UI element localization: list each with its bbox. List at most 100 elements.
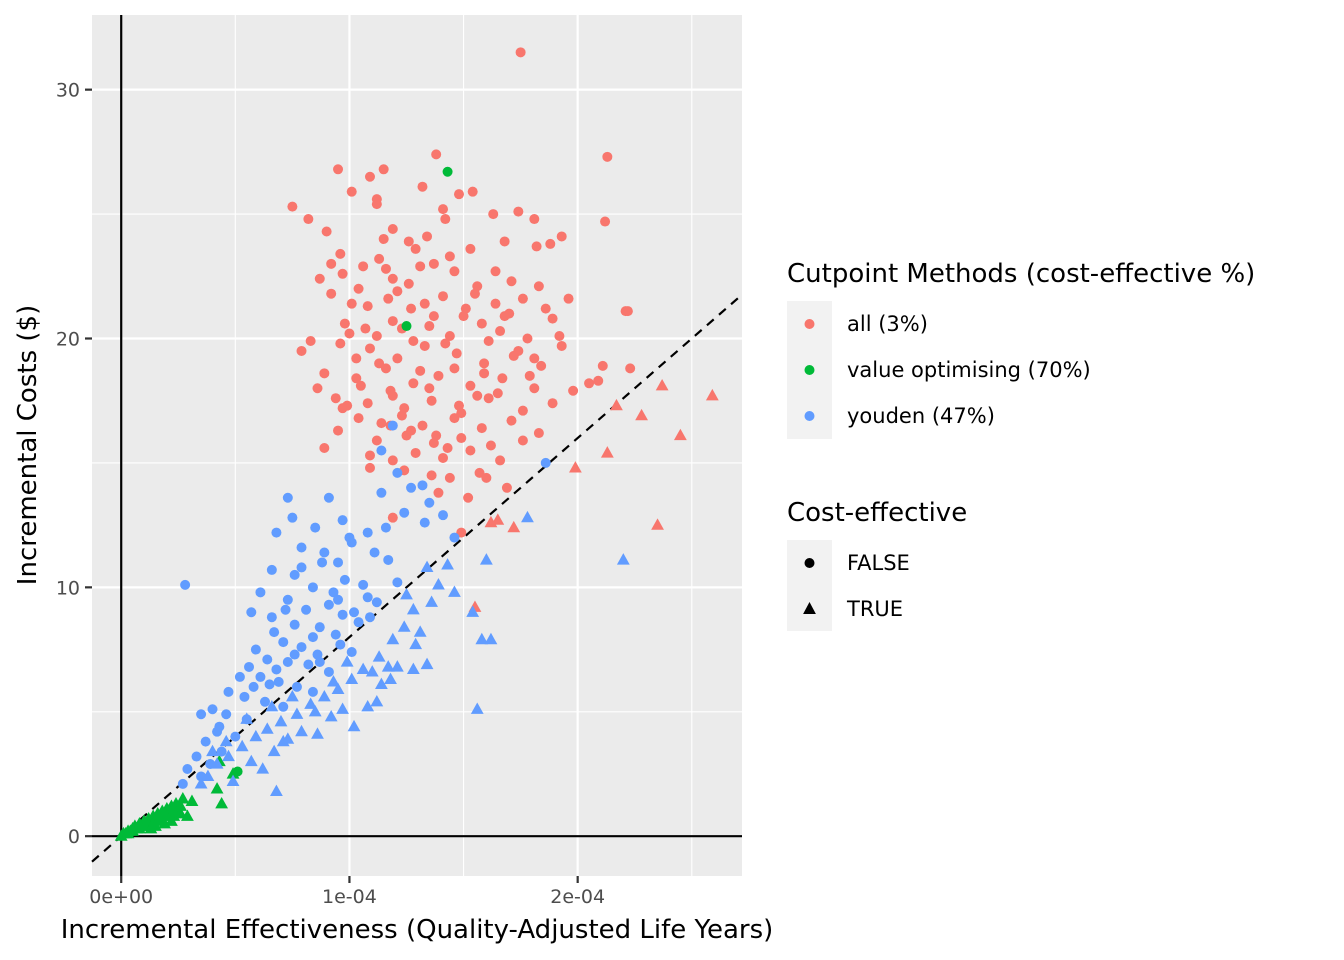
point-youden-circle bbox=[282, 656, 293, 667]
point-value_optimising-triangle bbox=[210, 782, 224, 794]
data-points bbox=[114, 47, 719, 841]
point-all-circle bbox=[335, 248, 346, 259]
point-all-circle bbox=[351, 353, 362, 364]
point-youden-triangle bbox=[448, 585, 461, 597]
legend-key-true-triangle bbox=[803, 602, 816, 614]
zero-lines bbox=[92, 15, 742, 876]
point-youden-circle bbox=[335, 639, 346, 650]
point-youden-circle bbox=[307, 632, 318, 643]
point-all-circle bbox=[529, 383, 540, 394]
point-all-circle bbox=[506, 276, 517, 287]
point-youden-circle bbox=[376, 487, 387, 498]
point-all-triangle bbox=[705, 388, 719, 401]
color-legend-title: Cutpoint Methods (cost-effective %) bbox=[787, 259, 1255, 289]
point-all-circle bbox=[449, 266, 460, 277]
point-youden-circle bbox=[255, 671, 266, 682]
point-youden-triangle bbox=[420, 657, 434, 670]
shape-legend-keys-background bbox=[787, 540, 832, 631]
point-all-circle bbox=[444, 331, 455, 342]
point-youden-circle bbox=[177, 778, 188, 789]
point-all-circle bbox=[449, 363, 460, 374]
point-all-triangle bbox=[635, 408, 648, 421]
point-youden-triangle bbox=[475, 632, 489, 645]
legend-key-youden bbox=[804, 411, 815, 421]
point-all-circle bbox=[465, 445, 476, 456]
point-youden-triangle bbox=[374, 677, 388, 689]
point-youden-circle bbox=[266, 564, 277, 575]
point-youden-circle bbox=[271, 527, 282, 538]
point-all-triangle bbox=[507, 520, 521, 533]
point-youden-triangle bbox=[420, 560, 434, 573]
point-youden-circle bbox=[182, 763, 193, 774]
point-all-circle bbox=[326, 258, 337, 269]
point-youden-circle bbox=[301, 604, 312, 615]
legend-key-all bbox=[804, 319, 815, 329]
point-all-circle bbox=[364, 171, 375, 182]
point-youden-circle bbox=[540, 457, 551, 468]
point-all-circle bbox=[433, 487, 444, 498]
point-all-circle bbox=[524, 370, 535, 381]
point-youden-circle bbox=[191, 751, 202, 762]
color-legend: Cutpoint Methods (cost-effective %) all … bbox=[787, 259, 1255, 439]
point-all-circle bbox=[506, 415, 517, 426]
point-value_optimising-triangle bbox=[226, 767, 240, 779]
point-youden-circle bbox=[221, 709, 232, 720]
point-all-circle bbox=[556, 340, 567, 351]
point-youden-triangle bbox=[409, 637, 423, 650]
point-youden-triangle bbox=[311, 727, 324, 739]
point-youden-triangle bbox=[295, 724, 308, 737]
point-youden-circle bbox=[333, 594, 344, 605]
point-youden-triangle bbox=[235, 739, 249, 752]
point-all-circle bbox=[410, 447, 421, 458]
point-all-circle bbox=[499, 236, 510, 247]
point-youden-circle bbox=[323, 666, 334, 677]
point-all-circle bbox=[424, 321, 435, 332]
legend-key-false-circle bbox=[804, 558, 815, 568]
point-all-circle bbox=[481, 472, 492, 483]
point-youden-triangle bbox=[281, 732, 295, 744]
point-all-circle bbox=[556, 231, 567, 242]
point-all-circle bbox=[417, 420, 428, 431]
point-youden-circle bbox=[296, 642, 307, 653]
point-all-circle bbox=[355, 380, 366, 391]
point-all-circle bbox=[476, 318, 487, 329]
point-youden-triangle bbox=[390, 660, 404, 672]
point-youden-circle bbox=[262, 654, 273, 665]
point-all-circle bbox=[600, 216, 611, 227]
point-youden-circle bbox=[362, 592, 373, 603]
point-all-triangle bbox=[651, 518, 664, 530]
point-youden-triangle bbox=[317, 690, 331, 702]
point-all-triangle bbox=[610, 398, 623, 411]
point-all-circle bbox=[326, 288, 337, 299]
point-youden-circle bbox=[328, 587, 339, 598]
point-all-circle bbox=[504, 308, 515, 319]
point-all-circle bbox=[474, 467, 485, 478]
point-all-circle bbox=[319, 442, 330, 453]
point-all-circle bbox=[371, 435, 382, 446]
point-all-circle bbox=[533, 281, 544, 292]
shape-legend: Cost-effective FALSE TRUE bbox=[787, 498, 967, 631]
x-axis: 0e+00 1e-04 2e-04 bbox=[89, 876, 605, 908]
point-youden-circle bbox=[246, 607, 257, 618]
shape-legend-title: Cost-effective bbox=[787, 498, 967, 528]
legend-label-all: all (3%) bbox=[847, 312, 928, 336]
point-all-triangle bbox=[673, 428, 687, 441]
point-youden-triangle bbox=[616, 553, 630, 565]
point-all-circle bbox=[453, 189, 464, 200]
point-all-circle bbox=[305, 335, 316, 346]
point-all-circle bbox=[362, 301, 373, 312]
point-all-circle bbox=[346, 186, 357, 197]
point-all-circle bbox=[403, 236, 414, 247]
y-axis-title: Incremental Costs ($) bbox=[13, 305, 43, 585]
point-all-circle bbox=[319, 368, 330, 379]
point-all-circle bbox=[415, 261, 426, 272]
point-youden-triangle bbox=[356, 662, 370, 675]
point-youden-circle bbox=[303, 659, 314, 670]
point-all-circle bbox=[380, 363, 391, 374]
x-axis-title: Incremental Effectiveness (Quality-Adjus… bbox=[61, 915, 774, 945]
point-youden-circle bbox=[282, 492, 293, 503]
point-all-circle bbox=[513, 345, 524, 356]
point-all-circle bbox=[428, 311, 439, 322]
point-youden-triangle bbox=[432, 578, 445, 590]
point-all-circle bbox=[465, 380, 476, 391]
